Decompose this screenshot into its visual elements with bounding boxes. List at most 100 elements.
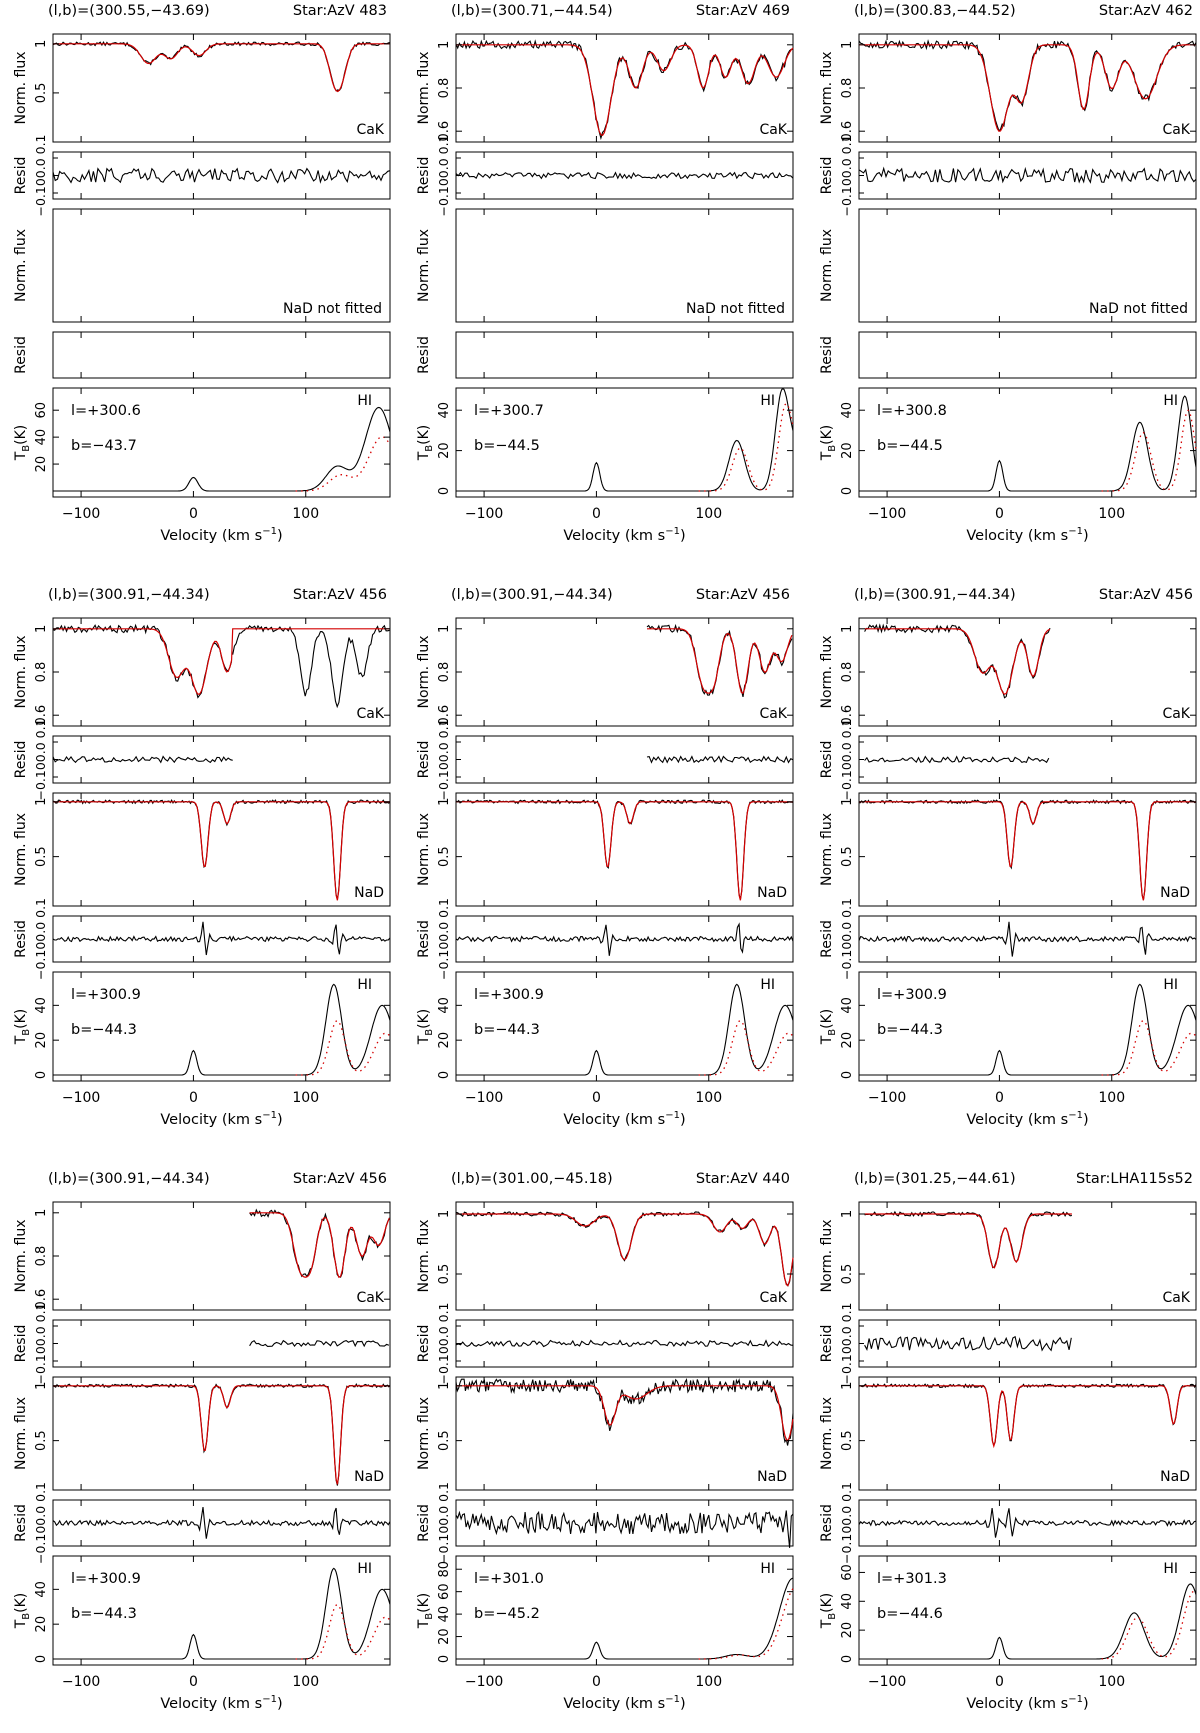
y-tick-label: 20 <box>437 1628 452 1645</box>
x-tick-label: −100 <box>465 506 503 522</box>
nad-residual-subplot: Resid <box>819 331 1197 379</box>
y-tick-label: 1 <box>437 625 452 633</box>
hi-observed-line <box>859 1583 1197 1660</box>
panel-7: (l,b)=(300.91,−44.34) Star:AzV 456 0.6 0.8 1… <box>13 1171 391 1712</box>
hi-y-axis-label: TB(K) <box>819 1009 838 1046</box>
nad-frame <box>455 208 794 323</box>
cak-observed-line <box>455 1211 794 1287</box>
hi-y-axis-label: TB(K) <box>819 1593 838 1630</box>
hi-latitude-label: b=−44.5 <box>877 438 943 454</box>
y-tick-label: 20 <box>840 442 855 459</box>
cak-residual-line <box>455 1339 794 1348</box>
hi-model-line <box>295 436 391 492</box>
y-tick-label: 0 <box>840 1655 855 1663</box>
y-tick-label: 1 <box>437 798 452 806</box>
hi-latitude-label: b=−44.3 <box>71 1606 137 1622</box>
x-axis-label: Velocity (km s−1) <box>966 1694 1088 1712</box>
nad-residual-subplot: Resid −0.100.0 0.1 <box>13 898 391 980</box>
resid-tick-labels: −0.100.0 0.1 <box>839 134 854 216</box>
nad-subplot: Norm. flux 0.5 1 NaD <box>416 1376 794 1491</box>
nad-label: NaD <box>354 885 384 901</box>
cak-residual-subplot: −0.100.0 0.1 Resid <box>13 134 391 217</box>
cak-observed-line <box>864 623 1051 699</box>
resid-frame <box>52 331 391 379</box>
resid-frame <box>455 915 794 963</box>
hi-subplot: 0 20 40 60 80 −100 0 100 HI l=+301.0 b=−45.2 TB(K) <box>416 1555 794 1690</box>
resid-y-axis-label: Resid <box>13 741 29 779</box>
cak-frame <box>858 1201 1197 1311</box>
resid-frame <box>858 331 1197 379</box>
panel-star-name: Star:AzV 483 <box>293 3 387 19</box>
nad-frame <box>858 792 1197 907</box>
y-tick-label: 0.6 <box>34 705 49 726</box>
hi-label: HI <box>1163 977 1178 993</box>
panel-star-name: Star:AzV 462 <box>1099 3 1193 19</box>
x-tick-label: −100 <box>465 1090 503 1106</box>
y-tick-label: 0.5 <box>840 1430 855 1451</box>
y-tick-label: 20 <box>840 1032 855 1049</box>
resid-y-axis-label: Resid <box>13 1504 29 1542</box>
panel-star-name: Star:AzV 469 <box>696 3 790 19</box>
cak-fit-line <box>864 1213 1072 1269</box>
panel-9: (l,b)=(301.25,−44.61) Star:LHA115s52 0.5 1 C… <box>819 1171 1197 1712</box>
panel-coordinates: (l,b)=(300.91,−44.34) <box>451 587 613 603</box>
cak-residual-line <box>864 755 1050 764</box>
panel-1: (l,b)=(300.55,−43.69) Star:AzV 483 0.5 1 CaK… <box>13 3 391 544</box>
y-tick-label: 0 <box>437 1071 452 1079</box>
hi-y-axis-label: TB(K) <box>416 1593 435 1630</box>
y-tick-label: 0 <box>437 487 452 495</box>
cak-subplot: 0.6 0.8 1 CaK Norm. flux <box>416 33 794 143</box>
y-tick-label: 0.6 <box>34 1289 49 1310</box>
panel-star-name: Star:AzV 440 <box>696 1171 790 1187</box>
y-tick-label: 1 <box>840 1210 855 1218</box>
hi-longitude-label: l=+301.0 <box>474 1571 544 1587</box>
hi-label: HI <box>357 393 372 409</box>
y-tick-label: 40 <box>437 997 452 1014</box>
hi-label: HI <box>1163 393 1178 409</box>
cak-subplot: 0.6 0.8 1 CaK Norm. flux <box>819 617 1197 727</box>
nad-subplot: Norm. flux 0.5 1 NaD <box>13 1376 391 1491</box>
hi-longitude-label: l=+300.9 <box>474 987 544 1003</box>
nad-fit-line <box>859 801 1196 901</box>
cak-residual-subplot: −0.100.0 0.1 Resid <box>819 134 1197 217</box>
cak-subplot: 0.5 1 CaK Norm. flux <box>416 1201 794 1311</box>
y-tick-label: 20 <box>437 1032 452 1049</box>
panel-4: (l,b)=(300.91,−44.34) Star:AzV 456 0.6 0.8 1… <box>13 587 391 1128</box>
nad-frame <box>52 1376 391 1491</box>
hi-latitude-label: b=−44.6 <box>877 1606 943 1622</box>
hi-subplot: 20 40 60 −100 0 100 HI l=+300.6 b=−43.7 TB(K) <box>13 387 391 522</box>
nad-label: NaD <box>757 885 787 901</box>
nad-y-axis-label: Norm. flux <box>819 229 835 302</box>
hi-frame <box>858 1555 1197 1666</box>
nad-y-axis-label: Norm. flux <box>416 813 432 886</box>
x-tick-label: 100 <box>695 506 722 522</box>
hi-subplot: 0 20 40 −100 0 100 HI l=+300.9 b=−44.3 TB(K) <box>13 1555 391 1690</box>
cak-y-axis-label: Norm. flux <box>13 635 29 708</box>
cak-residual-subplot: −0.100.0 0.1 Resid <box>416 1302 794 1385</box>
y-tick-label: 1 <box>840 798 855 806</box>
nad-residual-subplot: Resid −0.100.0 0.1 <box>819 1482 1197 1564</box>
nad-subplot: Norm. flux NaD not fitted <box>13 208 391 323</box>
y-tick-label: 0.6 <box>437 705 452 726</box>
y-tick-label: 1 <box>437 1382 452 1390</box>
nad-residual-subplot: Resid −0.100.0 0.1 <box>13 1482 391 1564</box>
nad-residual-line <box>52 921 391 956</box>
nad-frame <box>52 792 391 907</box>
x-tick-label: 0 <box>592 1674 601 1690</box>
hi-latitude-label: b=−44.3 <box>474 1022 540 1038</box>
nad-observed-line <box>455 1378 794 1446</box>
x-tick-label: 0 <box>995 1090 1004 1106</box>
nad-y-axis-label: Norm. flux <box>819 1397 835 1470</box>
cak-residual-subplot: −0.100.0 0.1 Resid <box>416 718 794 801</box>
y-tick-label: 60 <box>840 1564 855 1581</box>
hi-subplot: 0 20 40 −100 0 100 HI l=+300.7 b=−44.5 TB(K) <box>416 387 794 522</box>
nad-y-axis-label: Norm. flux <box>416 229 432 302</box>
cak-observed-line <box>864 1210 1072 1269</box>
cak-subplot: 0.6 0.8 1 CaK Norm. flux <box>13 617 391 727</box>
y-tick-label: 60 <box>34 402 49 419</box>
panel-coordinates: (l,b)=(301.25,−44.61) <box>854 1171 1016 1187</box>
x-tick-label: 0 <box>189 1674 198 1690</box>
cak-residual-line <box>52 167 391 184</box>
hi-y-axis-label: TB(K) <box>416 1009 435 1046</box>
y-tick-label: 40 <box>840 1593 855 1610</box>
